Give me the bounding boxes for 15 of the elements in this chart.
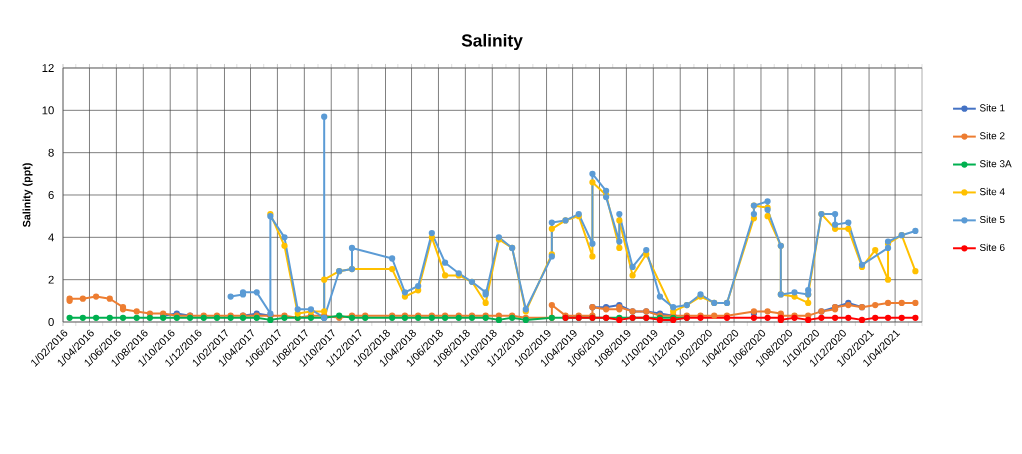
chart-title: Salinity	[461, 33, 523, 51]
y-tick-label: 4	[48, 233, 54, 242]
y-tick-label: 0	[48, 318, 54, 327]
y-tick-label: 10	[42, 106, 54, 115]
y-tick-label: 12	[42, 64, 54, 72]
y-tick-label: 8	[48, 148, 54, 157]
legend-label: Site 1	[979, 104, 1005, 112]
legend-label: Site 6	[979, 243, 1005, 251]
legend-label: Site 3A	[979, 159, 1012, 168]
y-tick-label: 2	[48, 275, 54, 284]
legend-label: Site 5	[979, 215, 1005, 224]
legend-label: Site 4	[979, 187, 1005, 196]
y-axis-title: Salinity (ppt)	[22, 163, 33, 227]
y-tick-label: 6	[48, 191, 54, 200]
legend-label: Site 2	[979, 132, 1005, 140]
